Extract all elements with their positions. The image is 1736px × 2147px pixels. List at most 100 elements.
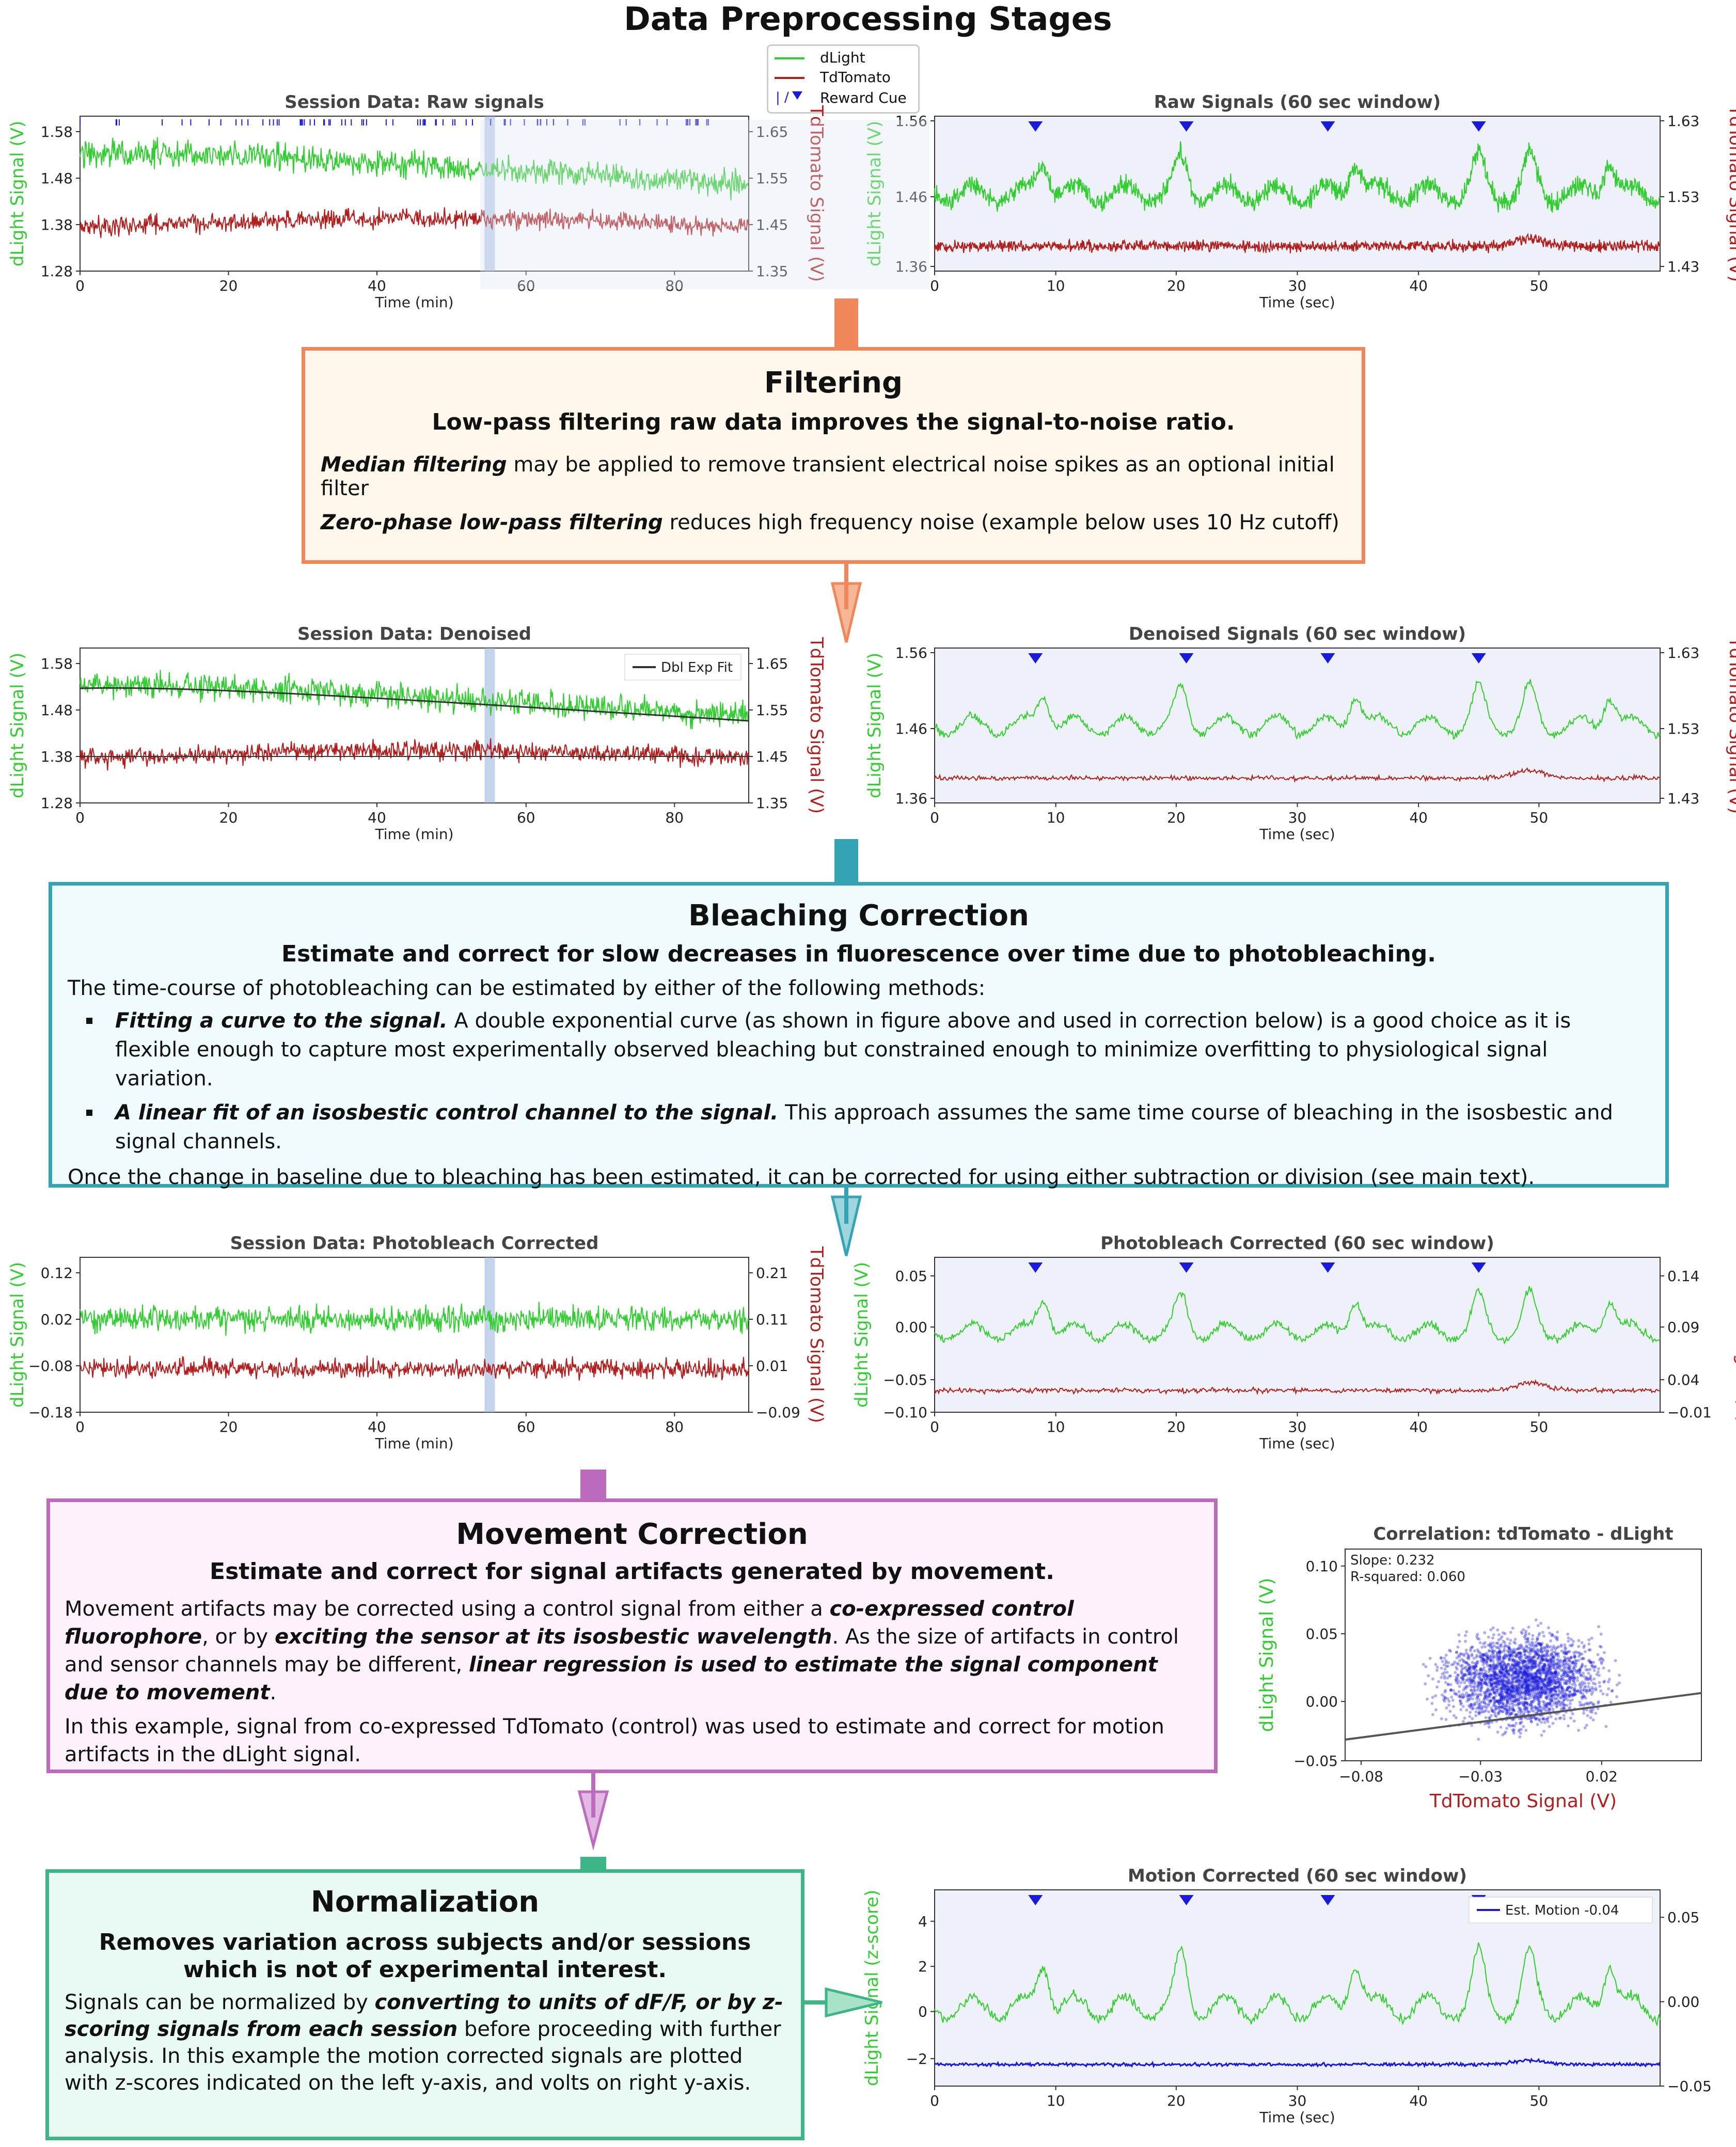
plot-mark bbox=[1506, 1688, 1509, 1692]
plot-mark bbox=[1561, 1662, 1565, 1665]
plot-mark bbox=[1487, 1702, 1490, 1706]
x-tick-label: 0 bbox=[75, 809, 85, 826]
plot-mark bbox=[1588, 1677, 1591, 1680]
plot-mark bbox=[1515, 1694, 1519, 1698]
plot-mark bbox=[1502, 1671, 1505, 1675]
plot-mark bbox=[1502, 1695, 1505, 1699]
bleaching-intro: The time-course of photobleaching can be… bbox=[68, 976, 986, 1000]
plot-mark bbox=[1494, 1663, 1498, 1667]
plot-mark bbox=[1546, 1659, 1550, 1662]
plot-mark bbox=[1471, 1692, 1474, 1696]
plot-mark bbox=[1520, 1676, 1523, 1680]
plot-mark bbox=[1550, 1633, 1554, 1636]
x-tick-label: 0 bbox=[930, 1418, 939, 1435]
plot-mark bbox=[1481, 1653, 1485, 1657]
plot-mark bbox=[1511, 1649, 1515, 1653]
plot-mark bbox=[1537, 1718, 1541, 1722]
plot-mark bbox=[1497, 1679, 1501, 1683]
plot-mark bbox=[1506, 1668, 1509, 1672]
plot-mark bbox=[1527, 1683, 1530, 1686]
page-title: Data Preprocessing Stages bbox=[624, 0, 1112, 38]
plot-mark bbox=[1560, 1675, 1564, 1679]
plot-mark bbox=[1545, 1672, 1549, 1676]
plot-mark bbox=[1495, 1641, 1498, 1645]
plot-mark bbox=[1483, 1682, 1487, 1685]
plot-mark bbox=[1434, 1663, 1438, 1666]
plot-mark bbox=[1497, 1700, 1501, 1704]
plot-mark bbox=[1559, 1681, 1563, 1684]
plot-mark bbox=[1551, 1681, 1555, 1685]
plot-mark bbox=[1538, 1642, 1542, 1646]
plot-mark bbox=[1593, 1665, 1597, 1669]
plot-mark bbox=[1457, 1674, 1460, 1677]
plot-mark bbox=[1573, 1653, 1576, 1657]
plot-mark bbox=[1439, 1656, 1443, 1660]
plot-mark bbox=[1489, 1673, 1492, 1677]
y-axis-label-right: TdTomato Signal (V) bbox=[1733, 1246, 1736, 1423]
plot-mark bbox=[1536, 1636, 1539, 1639]
plot-mark bbox=[1524, 1677, 1527, 1680]
plot-mark bbox=[1545, 1705, 1549, 1709]
plot-mark bbox=[1449, 1674, 1453, 1678]
plot-mark bbox=[1524, 1660, 1528, 1664]
plot-mark bbox=[1552, 1666, 1555, 1670]
plot-mark bbox=[1534, 1705, 1537, 1709]
plot-mark bbox=[1499, 1696, 1503, 1699]
y-axis-label-left: dLight Signal (V) bbox=[7, 1262, 28, 1408]
plot-mark bbox=[1498, 1671, 1502, 1675]
plot-mark bbox=[1468, 1667, 1472, 1670]
plot-mark bbox=[1498, 1674, 1502, 1678]
plot-mark bbox=[80, 116, 749, 272]
plot-mark bbox=[1466, 1693, 1470, 1697]
movement-subheading: Estimate and correct for signal artifact… bbox=[210, 1558, 1054, 1585]
plot-mark bbox=[1513, 1693, 1517, 1696]
plot-mark bbox=[1495, 1689, 1498, 1693]
plot-mark bbox=[1431, 1677, 1434, 1681]
plot-mark bbox=[1504, 1653, 1507, 1656]
plot-mark bbox=[1516, 1713, 1519, 1716]
plot-mark bbox=[1444, 1661, 1448, 1665]
plot-mark bbox=[1530, 1687, 1534, 1691]
plot-mark bbox=[1465, 1669, 1469, 1672]
plot-mark bbox=[1439, 1656, 1443, 1660]
plot-mark bbox=[1539, 1685, 1543, 1689]
plot-mark bbox=[1496, 1661, 1500, 1664]
filtering-box: Filtering Low-pass filtering raw data im… bbox=[302, 347, 1365, 564]
plot-mark bbox=[1543, 1691, 1547, 1695]
plot-mark bbox=[1443, 1697, 1447, 1700]
plot-mark bbox=[1525, 1655, 1529, 1659]
plot-mark bbox=[1503, 1674, 1507, 1677]
plot-mark bbox=[1511, 1670, 1514, 1673]
plot-mark bbox=[1554, 1700, 1557, 1704]
x-axis-label: Time (sec) bbox=[1259, 826, 1335, 843]
plot-mark bbox=[1504, 1669, 1508, 1673]
plot-mark bbox=[1554, 1682, 1558, 1685]
plot-mark bbox=[1592, 1703, 1596, 1707]
plot-mark bbox=[1482, 1657, 1486, 1661]
plot-mark bbox=[1537, 1654, 1541, 1658]
plot-mark bbox=[1544, 1685, 1548, 1688]
plot-mark bbox=[1533, 1697, 1536, 1700]
plot-mark bbox=[1584, 1702, 1587, 1706]
plot-mark bbox=[1508, 1642, 1511, 1646]
plot-mark bbox=[1500, 1698, 1503, 1702]
plot-mark bbox=[1492, 1685, 1495, 1689]
plot-mark bbox=[1506, 1682, 1510, 1685]
plot-mark bbox=[1582, 1694, 1586, 1698]
plot-mark bbox=[1564, 1693, 1567, 1696]
plot-mark bbox=[1551, 1697, 1554, 1701]
plot-mark bbox=[1568, 1677, 1571, 1681]
plot-mark bbox=[1510, 1678, 1514, 1682]
plot-mark bbox=[1497, 1692, 1501, 1695]
plot-mark bbox=[1500, 1665, 1504, 1669]
plot-mark bbox=[1512, 1687, 1515, 1690]
plot-mark bbox=[1581, 1692, 1585, 1696]
plot-mark bbox=[1540, 1659, 1543, 1662]
plot-mark bbox=[1523, 1707, 1526, 1711]
plot-mark bbox=[1535, 1652, 1538, 1656]
plot-mark bbox=[1545, 1651, 1549, 1655]
plot-mark bbox=[1469, 1706, 1472, 1709]
plot-mark bbox=[1588, 1689, 1592, 1693]
plot-mark bbox=[1562, 1651, 1566, 1654]
plot-mark bbox=[1477, 1684, 1480, 1688]
